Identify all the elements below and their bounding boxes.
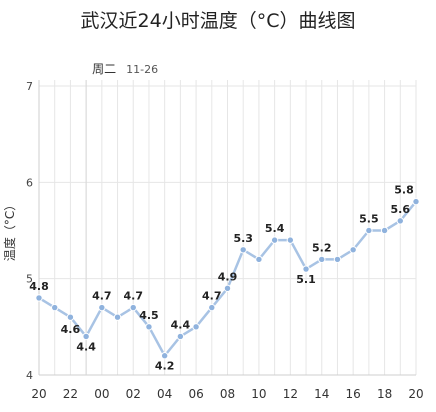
x-tick-label: 00: [94, 387, 109, 401]
data-point: [239, 246, 247, 254]
data-label: 5.6: [391, 203, 411, 216]
data-label: 4.5: [139, 309, 159, 322]
y-tick-label: 4: [26, 369, 33, 382]
data-point: [286, 236, 295, 244]
data-label: 4.7: [92, 290, 112, 303]
data-label: 5.1: [296, 273, 316, 286]
data-point: [129, 303, 137, 312]
x-tick-label: 04: [157, 387, 172, 401]
data-label: 4.4: [76, 340, 96, 353]
data-point: [396, 217, 404, 225]
data-point: [349, 246, 357, 254]
x-tick-label: 14: [314, 387, 329, 401]
x-tick-label: 02: [126, 387, 141, 401]
x-tick-label: 18: [377, 387, 392, 401]
x-tick-label: 10: [251, 387, 266, 401]
data-label: 4.7: [124, 290, 144, 303]
data-label: 4.2: [155, 360, 175, 373]
data-label: 5.5: [359, 213, 379, 226]
data-label: 5.4: [265, 222, 285, 235]
data-label: 5.8: [394, 184, 414, 197]
date-marker-day: 周二: [92, 62, 116, 76]
x-tick-label: 12: [283, 387, 298, 401]
data-point: [160, 352, 169, 360]
data-point: [223, 284, 232, 292]
x-tick-label: 22: [63, 387, 78, 401]
data-label: 5.3: [233, 232, 253, 245]
data-point: [145, 323, 153, 331]
data-label: 4.8: [29, 280, 49, 293]
y-tick-label: 5: [26, 273, 33, 286]
data-point: [82, 332, 90, 341]
data-point: [255, 255, 263, 264]
chart-title: 武汉近24小时温度（°C）曲线图: [81, 10, 356, 32]
data-label: 4.4: [171, 318, 191, 331]
data-label: 5.2: [312, 241, 332, 254]
data-point: [98, 303, 106, 312]
data-point: [192, 323, 200, 331]
x-tick-label: 20: [408, 387, 423, 401]
data-point: [113, 313, 122, 321]
x-tick-label: 08: [220, 387, 235, 401]
data-label: 4.6: [61, 323, 81, 336]
data-point: [412, 197, 420, 206]
y-axis-label: 温度（°C）: [2, 199, 17, 261]
data-point: [208, 303, 216, 312]
data-point: [35, 294, 43, 302]
y-tick-label: 7: [26, 80, 33, 93]
x-tick-label: 06: [188, 387, 203, 401]
x-tick-label: 20: [31, 387, 46, 401]
data-label: 4.7: [202, 290, 222, 303]
data-label: 4.9: [218, 270, 238, 283]
data-point: [270, 236, 279, 244]
data-point: [365, 226, 373, 235]
data-point: [302, 265, 310, 273]
x-tick-label: 16: [346, 387, 361, 401]
data-point: [176, 332, 185, 341]
data-point: [333, 255, 342, 264]
date-marker-date: 11-26: [126, 63, 158, 76]
data-point: [51, 303, 59, 312]
data-point: [318, 255, 326, 264]
y-tick-label: 6: [26, 176, 33, 189]
data-point: [66, 313, 75, 321]
data-point: [380, 226, 389, 235]
